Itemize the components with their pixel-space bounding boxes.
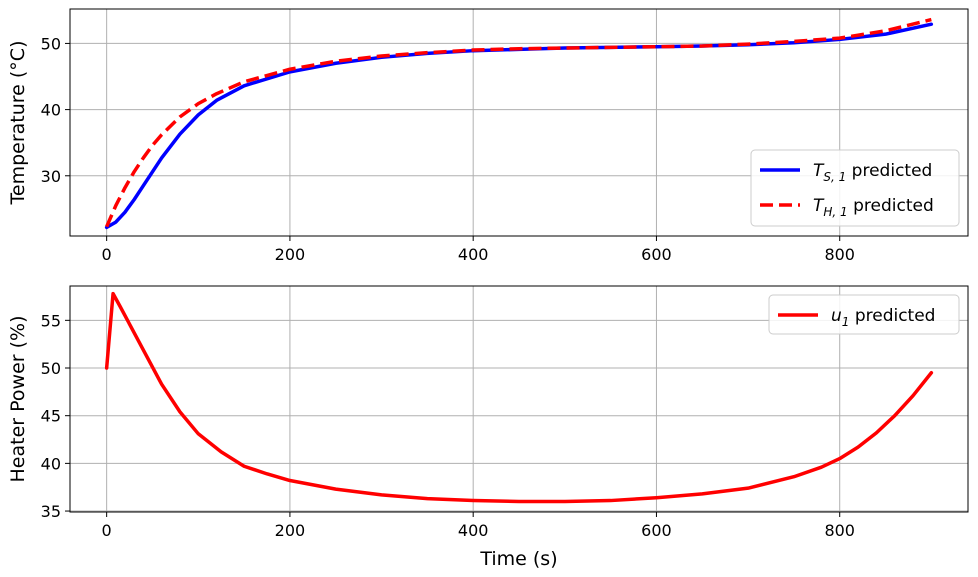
x-tick-label: 800 <box>824 245 855 264</box>
legend-symbol: T <box>813 196 825 216</box>
y-tick-label: 40 <box>41 454 61 473</box>
series-line-2 <box>105 17 932 228</box>
y-tick-label: 40 <box>41 101 61 120</box>
y-tick-label: 35 <box>41 502 61 521</box>
x-tick-label: 600 <box>641 521 672 540</box>
plot-frame <box>69 8 969 237</box>
legend-subscript: S, 1 <box>823 170 846 184</box>
x-tick-label: 200 <box>275 245 306 264</box>
y-tick-label: 50 <box>41 359 61 378</box>
y-axis-label: Heater Power (%) <box>7 316 29 483</box>
x-tick-label: 0 <box>102 245 112 264</box>
y-tick-label: 50 <box>41 34 61 53</box>
legend-symbol: u <box>831 306 842 326</box>
legend-entry-1: TS, 1 predicted <box>813 161 932 184</box>
legend-box <box>750 149 960 227</box>
legend-symbol: T <box>813 161 825 181</box>
x-tick-label: 400 <box>458 245 489 264</box>
legend-entry-2: TH, 1 predicted <box>813 196 934 219</box>
x-axis-label: Time (s) <box>479 548 557 570</box>
plot-frame <box>69 285 969 513</box>
y-tick-label: 45 <box>41 407 61 426</box>
y-axis-label: Temperature (°C) <box>7 41 29 206</box>
legend-subscript: 1 <box>842 315 850 329</box>
x-tick-label: 600 <box>641 245 672 264</box>
heater-power-plot: 0 200 400 600 800 35 40 45 50 55 Heater Power (%) T… <box>7 285 969 570</box>
legend-suffix: predicted <box>848 196 934 216</box>
legend: u1 predicted <box>768 294 960 335</box>
y-tick-label: 55 <box>41 311 61 330</box>
x-tick-label: 0 <box>102 521 112 540</box>
y-tick-label: 30 <box>41 167 61 186</box>
legend-entry-1: u1 predicted <box>831 306 935 329</box>
x-tick-label: 400 <box>458 521 489 540</box>
legend-subscript: H, 1 <box>823 205 847 219</box>
legend-suffix: predicted <box>846 161 932 181</box>
legend-suffix: predicted <box>849 306 935 326</box>
x-tick-label: 200 <box>275 521 306 540</box>
legend-box <box>768 294 960 335</box>
series-line-1 <box>104 291 934 504</box>
x-tick-label: 800 <box>824 521 855 540</box>
